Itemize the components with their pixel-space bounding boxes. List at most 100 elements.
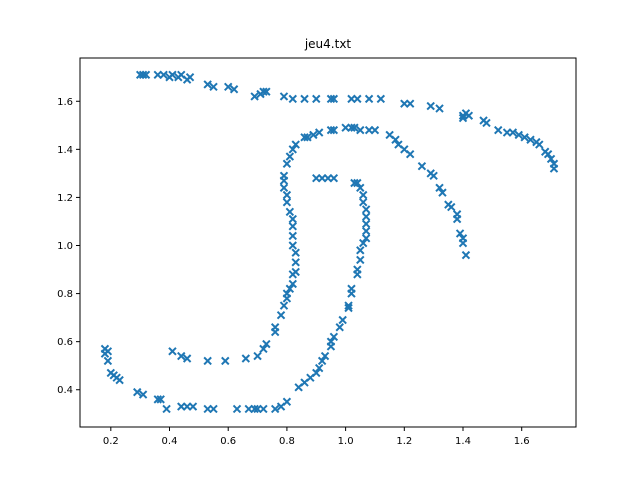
data-point — [270, 404, 280, 414]
data-point — [364, 94, 374, 104]
data-point — [312, 368, 321, 378]
data-point — [262, 87, 271, 96]
data-point — [253, 404, 262, 414]
data-point — [282, 397, 292, 406]
x-axis-ticks: 0.2 0.4 0.6 0.8 1.0 1.2 1.4 1.6 — [103, 427, 530, 447]
data-point — [356, 255, 365, 265]
data-point — [285, 284, 295, 293]
data-point — [405, 149, 415, 159]
data-point — [156, 395, 165, 404]
data-point — [115, 375, 124, 385]
data-point — [279, 301, 289, 310]
x-tick-label: 1.2 — [396, 436, 412, 447]
data-point — [329, 173, 339, 183]
data-point — [133, 387, 142, 397]
data-point — [314, 128, 324, 137]
data-point — [168, 347, 177, 356]
data-point — [182, 354, 192, 363]
data-point — [543, 149, 553, 159]
data-point — [300, 94, 309, 104]
data-point — [182, 402, 192, 411]
data-point — [250, 92, 259, 101]
y-tick-label: 1.2 — [57, 193, 73, 204]
data-point — [282, 159, 292, 168]
data-point — [291, 267, 300, 277]
y-tick-label: 0.8 — [57, 289, 73, 300]
data-point — [455, 229, 465, 238]
data-point — [282, 190, 292, 200]
data-point — [502, 128, 512, 137]
data-point — [259, 404, 268, 414]
data-point — [350, 178, 359, 188]
data-point — [159, 70, 168, 80]
data-point — [546, 154, 556, 164]
x-tick-label: 0.4 — [162, 436, 178, 447]
x-tick-label: 1.0 — [338, 436, 354, 447]
data-point — [203, 404, 212, 414]
data-point — [326, 337, 336, 346]
data-point — [288, 241, 297, 250]
data-point — [209, 404, 218, 414]
data-point — [347, 94, 356, 104]
data-point — [458, 113, 468, 123]
data-point — [417, 161, 427, 171]
data-point — [435, 183, 444, 193]
data-point — [356, 125, 365, 135]
data-point — [359, 198, 368, 207]
data-point — [400, 99, 409, 108]
data-point — [203, 356, 212, 366]
y-tick-label: 0.4 — [57, 385, 73, 396]
data-point — [232, 404, 242, 414]
y-axis-ticks: 0.4 0.6 0.8 1.0 1.2 1.4 1.6 — [57, 97, 80, 396]
data-point — [452, 214, 462, 224]
plot-frame — [79, 57, 577, 428]
data-point — [341, 123, 350, 132]
data-point — [535, 140, 544, 149]
data-point — [276, 311, 286, 320]
data-point — [376, 94, 386, 104]
data-point — [259, 344, 268, 354]
data-point — [482, 118, 491, 128]
data-point — [253, 351, 262, 361]
data-point — [291, 248, 300, 257]
data-point — [370, 125, 380, 135]
y-tick-label: 0.6 — [57, 337, 73, 348]
data-point — [361, 219, 371, 229]
data-point — [188, 402, 198, 411]
data-point — [291, 140, 300, 149]
data-point — [391, 135, 400, 144]
y-tick-label: 1.0 — [57, 241, 73, 252]
data-point — [312, 173, 321, 183]
data-point — [288, 214, 297, 224]
data-point — [279, 171, 289, 181]
data-point — [209, 82, 218, 92]
points-layer — [100, 70, 559, 414]
data-point — [223, 82, 233, 92]
data-point — [426, 101, 435, 111]
data-point — [291, 258, 300, 267]
data-point — [353, 94, 362, 104]
data-point — [312, 94, 321, 104]
data-point — [309, 130, 318, 140]
data-point — [458, 238, 468, 248]
data-point — [344, 301, 353, 310]
data-point — [270, 323, 280, 332]
data-point — [329, 94, 339, 104]
data-point — [177, 402, 186, 411]
data-point — [244, 404, 253, 414]
data-point — [464, 111, 474, 120]
data-point — [285, 152, 295, 161]
data-point — [359, 238, 368, 248]
data-point — [288, 145, 297, 154]
data-point — [141, 70, 151, 80]
data-point — [520, 133, 529, 142]
data-point — [282, 198, 292, 207]
data-point — [288, 94, 297, 104]
data-point — [285, 207, 295, 217]
data-point — [185, 73, 195, 82]
data-point — [435, 104, 444, 113]
data-point — [262, 339, 271, 349]
data-point — [514, 130, 523, 140]
data-point — [429, 171, 438, 181]
